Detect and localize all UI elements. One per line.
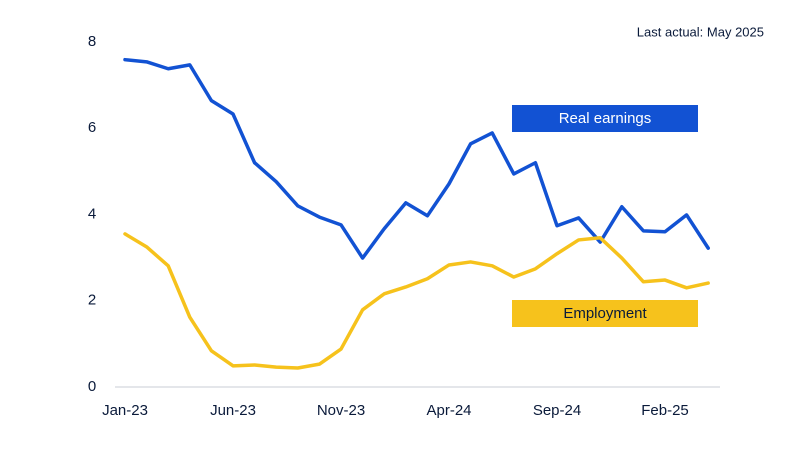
legend-label: Real earnings [559, 110, 652, 127]
data-line [123, 232, 710, 370]
data-line [123, 57, 710, 260]
x-tick-label: Apr-24 [426, 402, 471, 419]
x-tick-label: Jun-23 [210, 402, 256, 419]
y-tick-label: 6 [88, 119, 96, 136]
y-tick-label: 0 [88, 378, 96, 395]
y-tick-label: 8 [88, 33, 96, 50]
x-tick-label: Feb-25 [641, 402, 689, 419]
x-tick-label: Jan-23 [102, 402, 148, 419]
legend-swatch [512, 105, 698, 132]
annotation: Last actual: May 2025 [637, 24, 764, 39]
x-tick-label: Nov-23 [317, 402, 365, 419]
x-tick-label: Sep-24 [533, 402, 581, 419]
legend-label: Employment [563, 305, 647, 322]
y-tick-label: 4 [88, 205, 96, 222]
y-tick-label: 2 [88, 292, 96, 309]
legend-swatch [512, 300, 698, 327]
